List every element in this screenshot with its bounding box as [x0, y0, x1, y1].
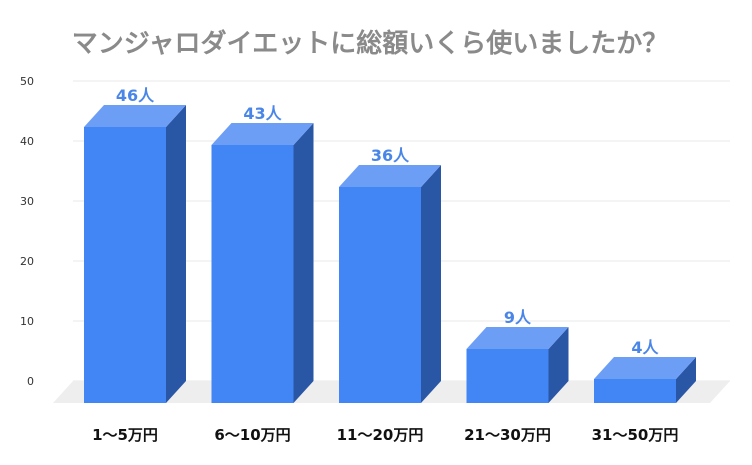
x-axis-ticks: 1〜5万円 6〜10万円 11〜20万円 21〜30万円 31〜50万円: [92, 426, 678, 444]
bar-top: [84, 105, 186, 127]
x-tick-label: 31〜50万円: [592, 426, 679, 444]
x-tick-label: 1〜5万円: [92, 426, 158, 444]
bar: 43人: [211, 104, 314, 403]
bar-top: [211, 123, 314, 145]
bar-side: [293, 123, 314, 403]
bar-top: [339, 165, 441, 187]
y-tick-label: 10: [20, 315, 34, 328]
y-tick-label: 0: [27, 375, 34, 388]
bar: 46人: [84, 86, 186, 403]
bar-front: [84, 127, 166, 403]
x-tick-label: 11〜20万円: [337, 426, 424, 444]
bar-front: [211, 145, 294, 403]
data-label: 36人: [371, 146, 410, 165]
x-tick-label: 21〜30万円: [464, 426, 551, 444]
bar-side: [166, 105, 186, 403]
bar-top: [466, 327, 569, 349]
bar: 9人: [466, 308, 569, 403]
data-label: 4人: [631, 338, 659, 357]
y-tick-label: 30: [20, 195, 34, 208]
bar-front: [339, 187, 421, 403]
y-tick-label: 40: [20, 135, 34, 148]
bar: 4人: [594, 338, 696, 403]
chart-title: マンジャロダイエットに総額いくら使いましたか？: [72, 28, 668, 59]
data-label: 43人: [243, 104, 282, 123]
bar: 36人: [339, 146, 441, 403]
y-tick-label: 50: [20, 75, 34, 88]
bar-front: [594, 379, 676, 403]
y-tick-label: 20: [20, 255, 34, 268]
bar-top: [594, 357, 696, 379]
data-label: 9人: [504, 308, 532, 327]
bar-front: [466, 349, 549, 403]
x-tick-label: 6〜10万円: [214, 426, 290, 444]
bar-side: [548, 327, 569, 403]
bar-side: [676, 357, 696, 403]
y-axis-ticks: 0 10 20 30 40 50: [20, 75, 34, 388]
bars: 46人 43人 36人 9人 4人: [84, 86, 696, 403]
bar-side: [421, 165, 441, 403]
data-label: 46人: [116, 86, 155, 105]
